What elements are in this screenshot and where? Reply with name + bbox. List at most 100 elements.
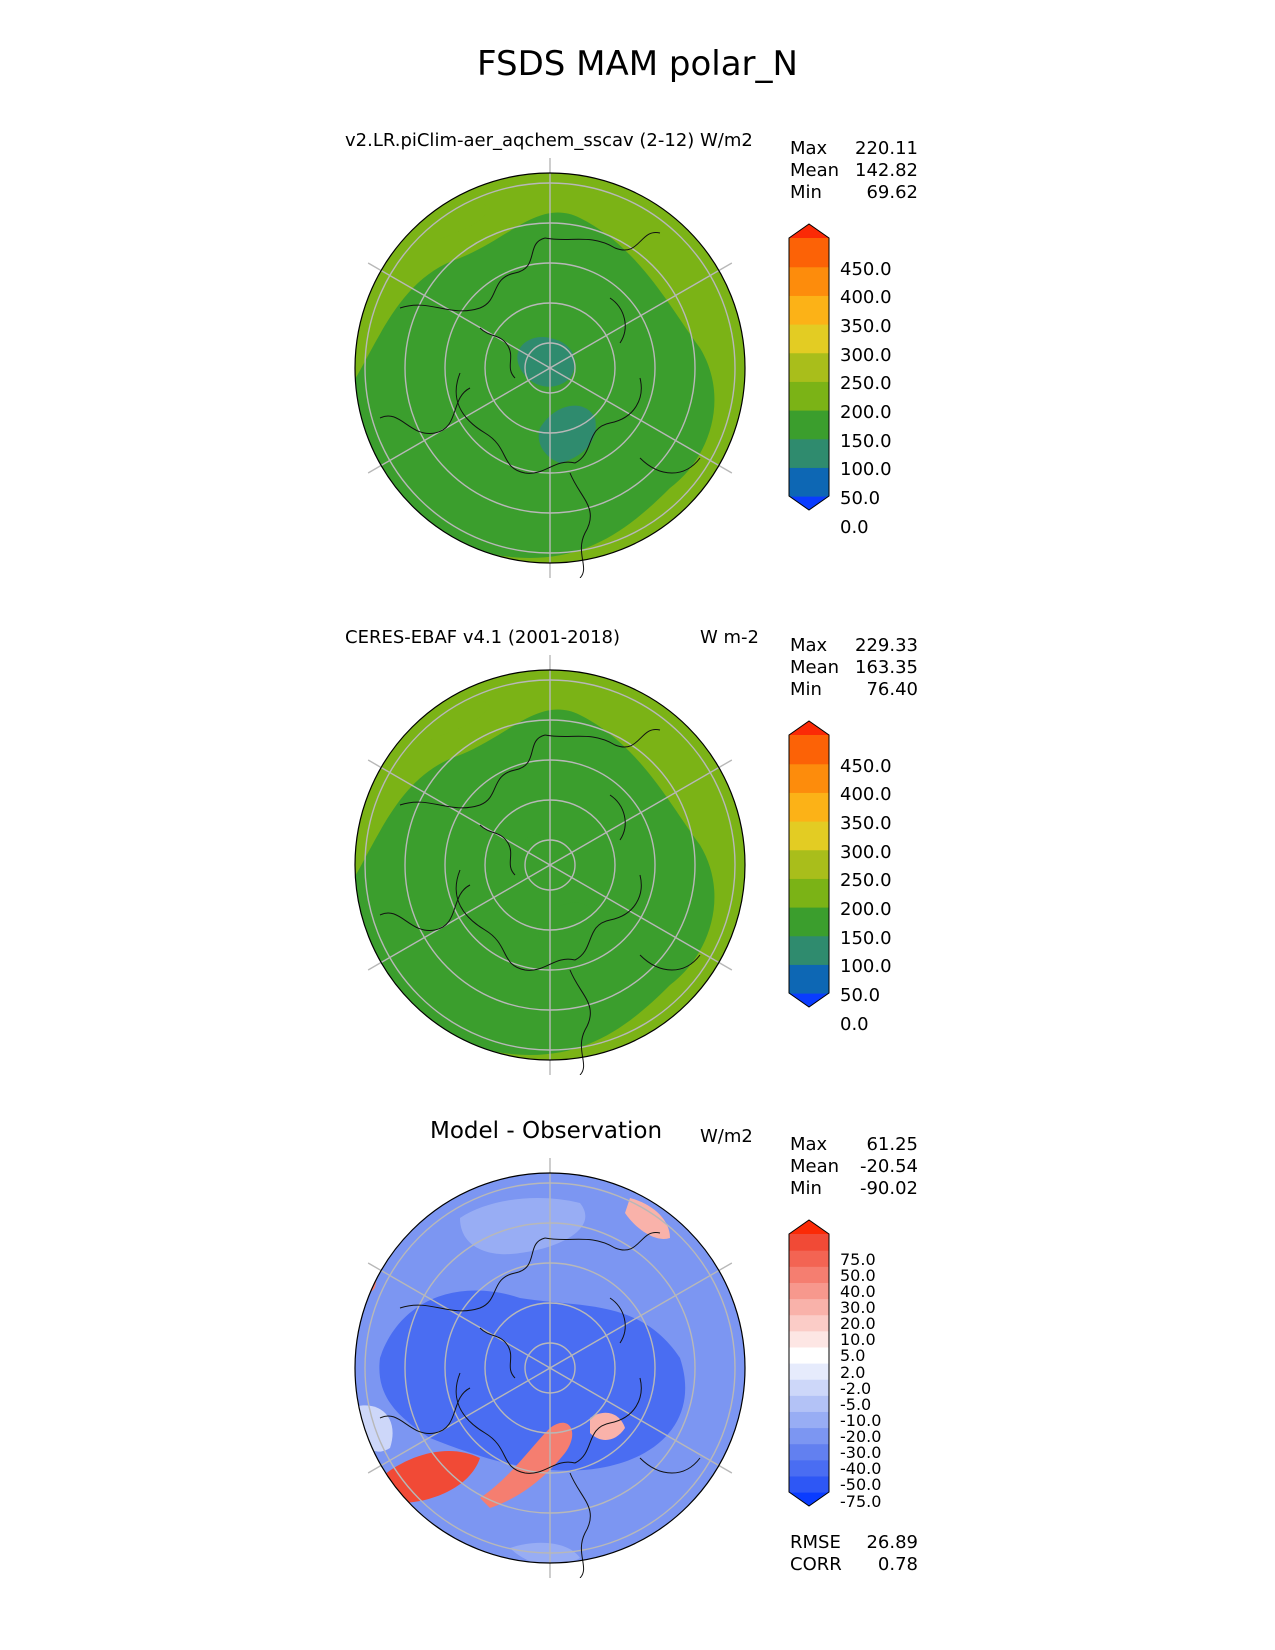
field-region	[538, 405, 596, 463]
coastline	[379, 1387, 471, 1434]
difference-colorbar	[788, 1219, 830, 1507]
colorbar-extend-bottom	[789, 993, 829, 1007]
coastline	[379, 387, 471, 434]
meridian-line	[367, 262, 551, 369]
meridian-line	[367, 864, 551, 971]
mean-label: Mean	[790, 657, 840, 678]
colorbar-tick-label: 300.0	[840, 841, 892, 863]
colorbar-swatch	[789, 266, 829, 296]
field-region	[379, 1450, 480, 1503]
coastline	[609, 297, 626, 344]
colorbar-tick-label: 400.0	[840, 784, 892, 806]
colorbar-swatch	[789, 1266, 829, 1283]
colorbar-swatch	[789, 1443, 829, 1461]
min-value: 69.62	[866, 182, 918, 203]
observation-stats: Max 229.33 Mean 163.35 Min 76.40	[790, 635, 918, 701]
colorbar-tick-label: 40.0	[840, 1281, 876, 1301]
observation-polar-map	[354, 655, 746, 1075]
colorbar-extend-top	[789, 721, 829, 735]
colorbar-tick-label: 50.0	[840, 487, 881, 509]
model-panel-units: W/m2	[700, 130, 753, 151]
meridian-line	[549, 1262, 733, 1369]
colorbar-swatch	[789, 410, 829, 440]
max-label: Max	[790, 635, 828, 656]
colorbar-swatch	[789, 1282, 829, 1300]
max-value: 61.25	[866, 1134, 918, 1155]
coastline	[639, 954, 701, 971]
colorbar-tick-label: 5.0	[840, 1346, 866, 1366]
colorbar-outline	[788, 720, 830, 1008]
colorbar-swatch	[789, 964, 829, 994]
colorbar-extend-top	[789, 1220, 829, 1234]
colorbar-tick-label: 200.0	[840, 898, 892, 920]
field-region	[590, 1412, 625, 1440]
colorbar-tick-label: 100.0	[840, 956, 892, 978]
colorbar-swatch	[789, 1379, 829, 1396]
colorbar-swatch	[789, 295, 829, 325]
coastline	[544, 1232, 661, 1251]
colorbar-tick-label: 50.0	[840, 984, 881, 1006]
meridian-line	[367, 1262, 551, 1369]
colorbar-swatch	[789, 735, 829, 765]
rmse-value: 26.89	[866, 1532, 918, 1553]
rmse-label: RMSE	[790, 1532, 841, 1553]
meridian-line	[549, 864, 733, 971]
colorbar-extend-top	[789, 224, 829, 238]
mean-value: 142.82	[855, 160, 918, 181]
coastline	[544, 232, 661, 251]
colorbar-tick-label: 400.0	[840, 287, 892, 309]
coastline	[569, 472, 591, 578]
coastline	[455, 1372, 576, 1474]
colorbar-tick-label: 450.0	[840, 258, 892, 280]
colorbar-swatch	[789, 1298, 829, 1316]
colorbar-swatch	[789, 878, 829, 908]
min-label: Min	[790, 182, 822, 203]
coastline	[455, 372, 576, 474]
field-region	[480, 1422, 573, 1508]
coastline	[639, 457, 701, 474]
meridian-line	[367, 367, 551, 474]
coastline	[569, 1472, 591, 1578]
observation-panel-title: CERES-EBAF v4.1 (2001-2018)	[345, 627, 621, 648]
colorbar-tick-label: 10.0	[840, 1330, 876, 1350]
colorbar-swatch	[789, 1395, 829, 1412]
max-label: Max	[790, 1134, 828, 1155]
coastline	[479, 824, 516, 876]
colorbar-swatch	[789, 381, 829, 411]
colorbar-tick-label: -5.0	[840, 1394, 872, 1414]
map-boundary	[354, 172, 746, 564]
colorbar-tick-label: -30.0	[840, 1443, 882, 1463]
coastline	[399, 237, 546, 312]
meridian-line	[367, 759, 551, 866]
colorbar-outline	[788, 1219, 830, 1507]
meridian-line	[549, 1367, 733, 1474]
coastline	[544, 729, 661, 748]
mean-label: Mean	[790, 160, 840, 181]
difference-metrics: RMSE 26.89 CORR 0.78	[790, 1532, 918, 1576]
colorbar-tick-label: 100.0	[840, 459, 892, 481]
colorbar-swatch	[789, 238, 829, 268]
difference-panel-units: W/m2	[700, 1126, 753, 1147]
model-stats: Max 220.11 Mean 142.82 Min 69.62	[790, 138, 918, 204]
coastlines	[379, 1232, 701, 1578]
coastlines	[379, 232, 701, 578]
colorbar-swatch	[789, 352, 829, 382]
coastline	[479, 327, 516, 379]
colorbar-tick-label: 250.0	[840, 373, 892, 395]
colorbar-tick-label: -2.0	[840, 1378, 872, 1398]
colorbar-tick-label: -40.0	[840, 1459, 882, 1479]
max-label: Max	[790, 138, 828, 159]
colorbar-tick-label: 0.0	[840, 516, 869, 538]
colorbar-outline	[788, 223, 830, 511]
meridian-line	[549, 262, 733, 369]
coastline	[574, 874, 642, 961]
colorbar-swatch	[789, 821, 829, 851]
coastline	[399, 1237, 546, 1312]
colorbar-swatch	[789, 792, 829, 822]
mean-label: Mean	[790, 1156, 840, 1177]
mean-value: -20.54	[859, 1156, 918, 1177]
colorbar-tick-label: -50.0	[840, 1475, 882, 1495]
colorbar-swatch	[789, 1459, 829, 1477]
colorbar-tick-label: 75.0	[840, 1249, 876, 1269]
colorbar-swatch	[789, 1427, 829, 1445]
